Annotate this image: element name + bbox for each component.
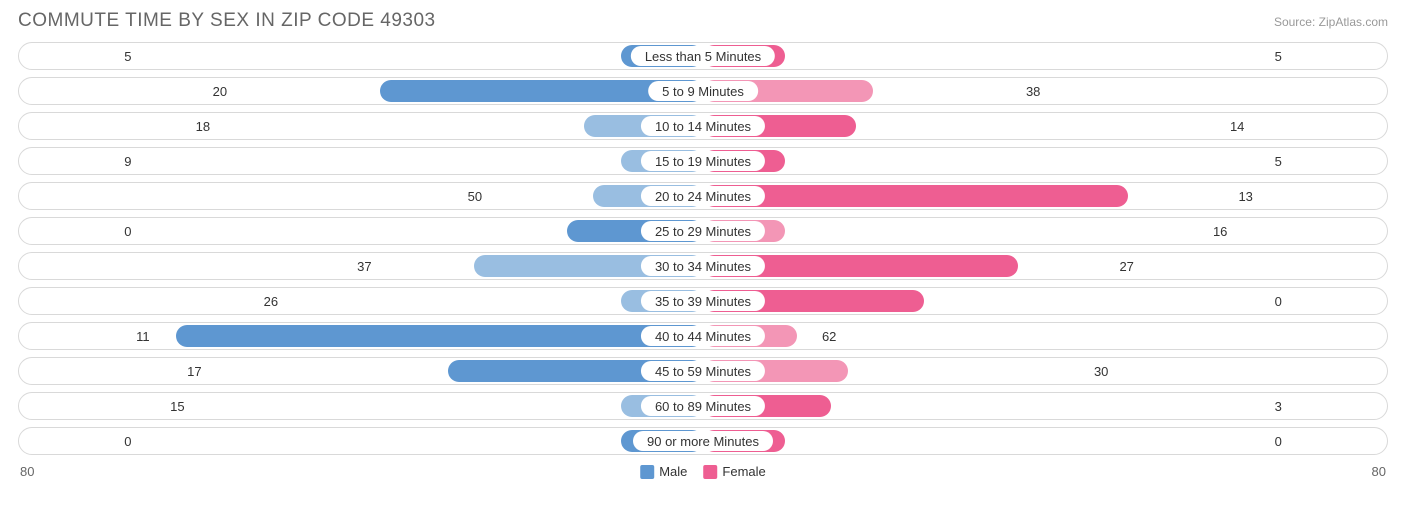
value-male: 0	[1248, 290, 1288, 312]
value-male: 5	[1248, 45, 1288, 67]
chart-row: 62 11 40 to 44 Minutes	[18, 322, 1388, 350]
value-male: 3	[1248, 395, 1288, 417]
legend-swatch	[703, 465, 717, 479]
value-male: 5	[1248, 150, 1288, 172]
axis-label-right: 80	[1372, 464, 1386, 479]
value-female: 50	[462, 185, 502, 207]
chart-footer: 80 Male Female 80	[18, 462, 1388, 486]
chart-rows: 5 5 Less than 5 Minutes 38 20 5 to 9 Minutes 1…	[18, 42, 1388, 455]
chart-row: 13 50 20 to 24 Minutes	[18, 182, 1388, 210]
category-label: 30 to 34 Minutes	[641, 256, 765, 276]
chart-row: 5 9 15 to 19 Minutes	[18, 147, 1388, 175]
value-female: 9	[118, 150, 158, 172]
chart-row: 0 0 90 or more Minutes	[18, 427, 1388, 455]
legend-label: Male	[659, 464, 687, 479]
value-male: 38	[1006, 80, 1046, 102]
axis-label-left: 80	[20, 464, 34, 479]
chart-row: 38 20 5 to 9 Minutes	[18, 77, 1388, 105]
value-female: 18	[190, 115, 230, 137]
chart-row: 30 17 45 to 59 Minutes	[18, 357, 1388, 385]
category-label: 90 or more Minutes	[633, 431, 773, 451]
category-label: 60 to 89 Minutes	[641, 396, 765, 416]
value-female: 17	[181, 360, 221, 382]
value-male: 16	[1193, 220, 1233, 242]
value-male: 13	[1219, 185, 1259, 207]
legend-item: Male	[640, 464, 687, 479]
value-female: 0	[118, 430, 158, 452]
legend-swatch	[640, 465, 654, 479]
chart-row: 14 18 10 to 14 Minutes	[18, 112, 1388, 140]
category-label: 5 to 9 Minutes	[648, 81, 758, 101]
value-male: 30	[1074, 360, 1114, 382]
legend-item: Female	[703, 464, 765, 479]
value-male: 62	[802, 325, 842, 347]
category-label: 20 to 24 Minutes	[641, 186, 765, 206]
value-female: 26	[258, 290, 298, 312]
bar-male	[176, 325, 703, 347]
value-female: 15	[164, 395, 204, 417]
chart-row: 16 0 25 to 29 Minutes	[18, 217, 1388, 245]
value-female: 37	[351, 255, 391, 277]
chart-row: 3 15 60 to 89 Minutes	[18, 392, 1388, 420]
value-female: 20	[207, 80, 247, 102]
value-male: 14	[1210, 115, 1250, 137]
legend: Male Female	[640, 464, 766, 479]
chart-row: 0 26 35 to 39 Minutes	[18, 287, 1388, 315]
chart-row: 27 37 30 to 34 Minutes	[18, 252, 1388, 280]
value-male: 0	[1248, 430, 1288, 452]
chart-source: Source: ZipAtlas.com	[1274, 15, 1388, 29]
value-female: 11	[130, 325, 170, 347]
chart-title: COMMUTE TIME BY SEX IN ZIP CODE 49303	[18, 10, 436, 32]
bar-female	[703, 185, 1128, 207]
category-label: Less than 5 Minutes	[631, 46, 775, 66]
legend-label: Female	[722, 464, 765, 479]
category-label: 40 to 44 Minutes	[641, 326, 765, 346]
category-label: 15 to 19 Minutes	[641, 151, 765, 171]
value-female: 0	[118, 220, 158, 242]
value-female: 5	[118, 45, 158, 67]
category-label: 45 to 59 Minutes	[641, 361, 765, 381]
value-male: 27	[1100, 255, 1140, 277]
category-label: 10 to 14 Minutes	[641, 116, 765, 136]
header: COMMUTE TIME BY SEX IN ZIP CODE 49303 So…	[18, 10, 1388, 32]
category-label: 25 to 29 Minutes	[641, 221, 765, 241]
chart-container: COMMUTE TIME BY SEX IN ZIP CODE 49303 So…	[0, 0, 1406, 522]
category-label: 35 to 39 Minutes	[641, 291, 765, 311]
chart-row: 5 5 Less than 5 Minutes	[18, 42, 1388, 70]
